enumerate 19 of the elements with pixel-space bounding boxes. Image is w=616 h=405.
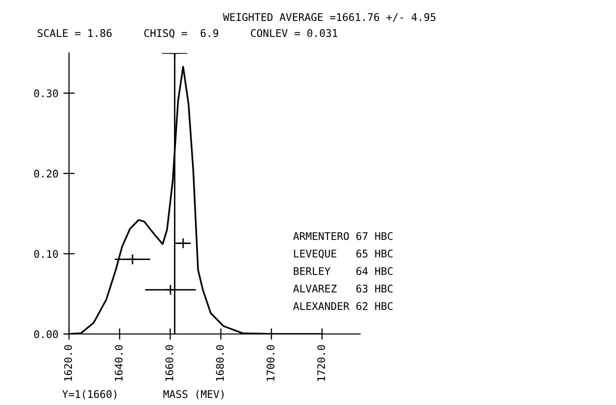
chart-subtitle: SCALE = 1.86 CHISQ = 6.9 CONLEV = 0.031	[38, 29, 338, 38]
annotation: ALEXANDER 62 HBC	[293, 302, 393, 310]
y-tick-label: 0.10	[34, 250, 58, 258]
y-tick-label: 0.20	[34, 170, 58, 178]
x-tick-label: 1700.0	[266, 345, 274, 381]
x-axis-title: MASS (MEV)	[163, 390, 224, 400]
annotation: ALVAREZ 63 HBC	[293, 284, 393, 293]
x-tick-label: 1680.0	[216, 345, 224, 381]
x-tick-label: 1640.0	[114, 345, 123, 381]
x-tick-label: 1720.0	[317, 345, 326, 381]
annotation: ARMENTERO 67 HBC	[293, 232, 393, 240]
x-tick-label: 1620.0	[64, 345, 72, 381]
y-tick-label: 0.30	[34, 89, 58, 98]
x-tick-label: 1660.0	[165, 345, 174, 381]
y-tick-label: 0.00	[34, 330, 58, 338]
annotation: LEVEQUE 65 HBC	[294, 250, 393, 259]
annotation: BERLEY 64 HBC	[294, 267, 393, 276]
text: Y=1(1660)	[62, 390, 116, 400]
chart-title: WEIGHTED AVERAGE =1661.76 +/- 4.95	[223, 13, 436, 22]
